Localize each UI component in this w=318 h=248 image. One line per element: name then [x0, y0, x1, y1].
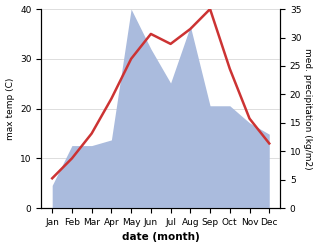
Y-axis label: max temp (C): max temp (C): [5, 77, 15, 140]
X-axis label: date (month): date (month): [122, 232, 200, 243]
Y-axis label: med. precipitation (kg/m2): med. precipitation (kg/m2): [303, 48, 313, 169]
